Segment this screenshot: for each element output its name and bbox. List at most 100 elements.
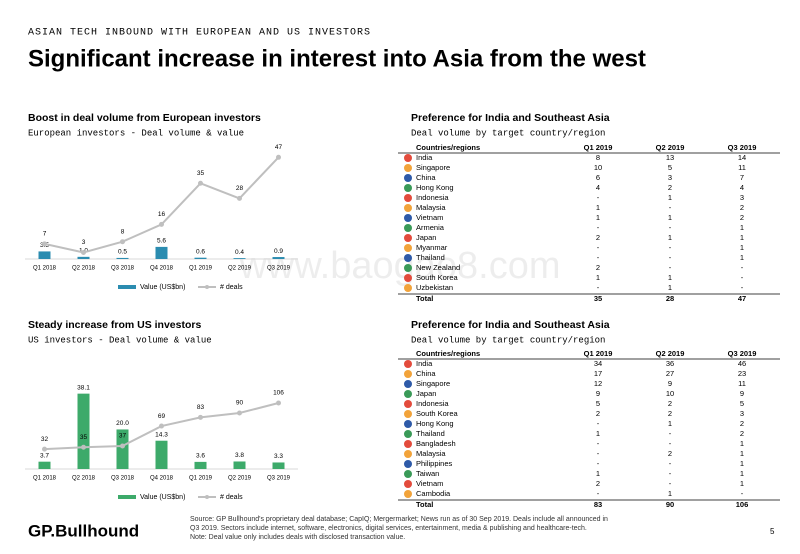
bar-label: 14.3 xyxy=(155,431,168,438)
table-cell: - xyxy=(597,419,600,428)
page-number: 5 xyxy=(770,527,775,536)
table-cell: Singapore xyxy=(416,379,450,388)
kicker: ASIAN TECH INBOUND WITH EUROPEAN AND US … xyxy=(28,28,371,39)
bar xyxy=(272,257,285,259)
flag-icon xyxy=(404,284,412,292)
bar xyxy=(77,393,90,469)
table-cell: - xyxy=(741,283,744,292)
bar-label: 0.9 xyxy=(274,248,283,255)
table-cell: - xyxy=(669,243,672,252)
table-cell: New Zealand xyxy=(416,263,460,272)
table-cell: - xyxy=(669,253,672,262)
bar-label: 3.7 xyxy=(40,452,49,459)
table-cell: - xyxy=(597,489,600,498)
table-cell: 10 xyxy=(594,163,602,172)
table-cell: - xyxy=(669,479,672,488)
table-cell: Q1 2019 xyxy=(584,349,613,358)
table-title: Preference for India and Southeast Asia xyxy=(411,112,610,124)
x-tick-label: Q2 2019 xyxy=(228,266,252,272)
table-cell: Q2 2019 xyxy=(656,349,685,358)
table-cell: - xyxy=(669,439,672,448)
table-cell: Indonesia xyxy=(416,193,449,202)
flag-icon xyxy=(404,440,412,448)
table-cell: - xyxy=(597,243,600,252)
x-tick-label: Q1 2018 xyxy=(33,266,57,272)
point xyxy=(42,241,47,247)
table-cell: Indonesia xyxy=(416,399,449,408)
table-cell: Countries/regions xyxy=(416,143,480,152)
bar xyxy=(116,257,129,259)
table-cell: 10 xyxy=(666,389,674,398)
table-cell: - xyxy=(597,439,600,448)
table-cell: Hong Kong xyxy=(416,183,454,192)
point-label: 16 xyxy=(158,211,166,218)
bar-label: 0.5 xyxy=(118,249,127,256)
bar-label: 3.6 xyxy=(196,453,205,460)
table-cell: - xyxy=(669,223,672,232)
flag-icon xyxy=(404,400,412,408)
table-cell: 2 xyxy=(596,263,600,272)
flag-icon xyxy=(404,410,412,418)
table-cell: - xyxy=(669,469,672,478)
flag-icon xyxy=(404,194,412,202)
x-tick-label: Q1 2019 xyxy=(189,476,213,482)
table-cell: 1 xyxy=(668,273,672,282)
table-cell: Vietnam xyxy=(416,479,443,488)
legend-label: Value (US$bn) xyxy=(140,284,185,291)
legend-swatch xyxy=(205,285,209,289)
table-cell: 106 xyxy=(736,500,749,509)
table-cell: 28 xyxy=(666,294,674,303)
table-cell: 3 xyxy=(668,173,672,182)
table-cell: Japan xyxy=(416,233,436,242)
table-cell: 14 xyxy=(738,153,746,162)
x-tick-label: Q1 2018 xyxy=(33,476,57,482)
table-cell: 1 xyxy=(740,439,744,448)
table-cell: 2 xyxy=(668,183,672,192)
table-cell: 2 xyxy=(668,409,672,418)
flag-icon xyxy=(404,370,412,378)
table-cell: 12 xyxy=(594,379,602,388)
table-cell: 1 xyxy=(740,233,744,242)
legend-label: # deals xyxy=(220,284,243,291)
point-label: 106 xyxy=(273,390,284,397)
table-cell: - xyxy=(597,253,600,262)
table-cell: 13 xyxy=(666,153,674,162)
table-cell: 36 xyxy=(666,359,674,368)
bar-label: 20.0 xyxy=(116,420,129,427)
table-cell: 2 xyxy=(740,213,744,222)
table-cell: 11 xyxy=(738,163,746,172)
table-cell: Countries/regions xyxy=(416,349,480,358)
point-label: 28 xyxy=(236,185,244,192)
table-cell: India xyxy=(416,153,433,162)
x-tick-label: Q1 2019 xyxy=(189,266,213,272)
bar xyxy=(272,462,285,469)
table-cell: Uzbekistan xyxy=(416,283,453,292)
bar-label: 0.6 xyxy=(196,248,205,255)
table-subtitle: Deal volume by target country/region xyxy=(411,335,605,345)
flag-icon xyxy=(404,234,412,242)
legend-swatch xyxy=(118,285,136,289)
table-cell: 34 xyxy=(594,359,602,368)
point-label: 32 xyxy=(41,436,49,443)
table-cell: 1 xyxy=(740,243,744,252)
table-cell: Philippines xyxy=(416,459,453,468)
table-cell: Thailand xyxy=(416,253,445,262)
table-cell: Malaysia xyxy=(416,449,446,458)
table-cell: 17 xyxy=(594,369,602,378)
point xyxy=(81,444,86,450)
x-tick-label: Q3 2018 xyxy=(111,266,135,272)
table-cell: Armenia xyxy=(416,223,445,232)
table-cell: - xyxy=(669,429,672,438)
table-cell: 1 xyxy=(740,253,744,262)
table-cell: 2 xyxy=(668,449,672,458)
flag-icon xyxy=(404,380,412,388)
flag-icon xyxy=(404,390,412,398)
table-cell: 2 xyxy=(740,203,744,212)
table-cell: 1 xyxy=(668,233,672,242)
point xyxy=(198,414,203,420)
table-cell: 90 xyxy=(666,500,674,509)
bar xyxy=(38,251,51,259)
legend-label: Value (US$bn) xyxy=(140,494,185,501)
table-cell: Myanmar xyxy=(416,243,448,252)
